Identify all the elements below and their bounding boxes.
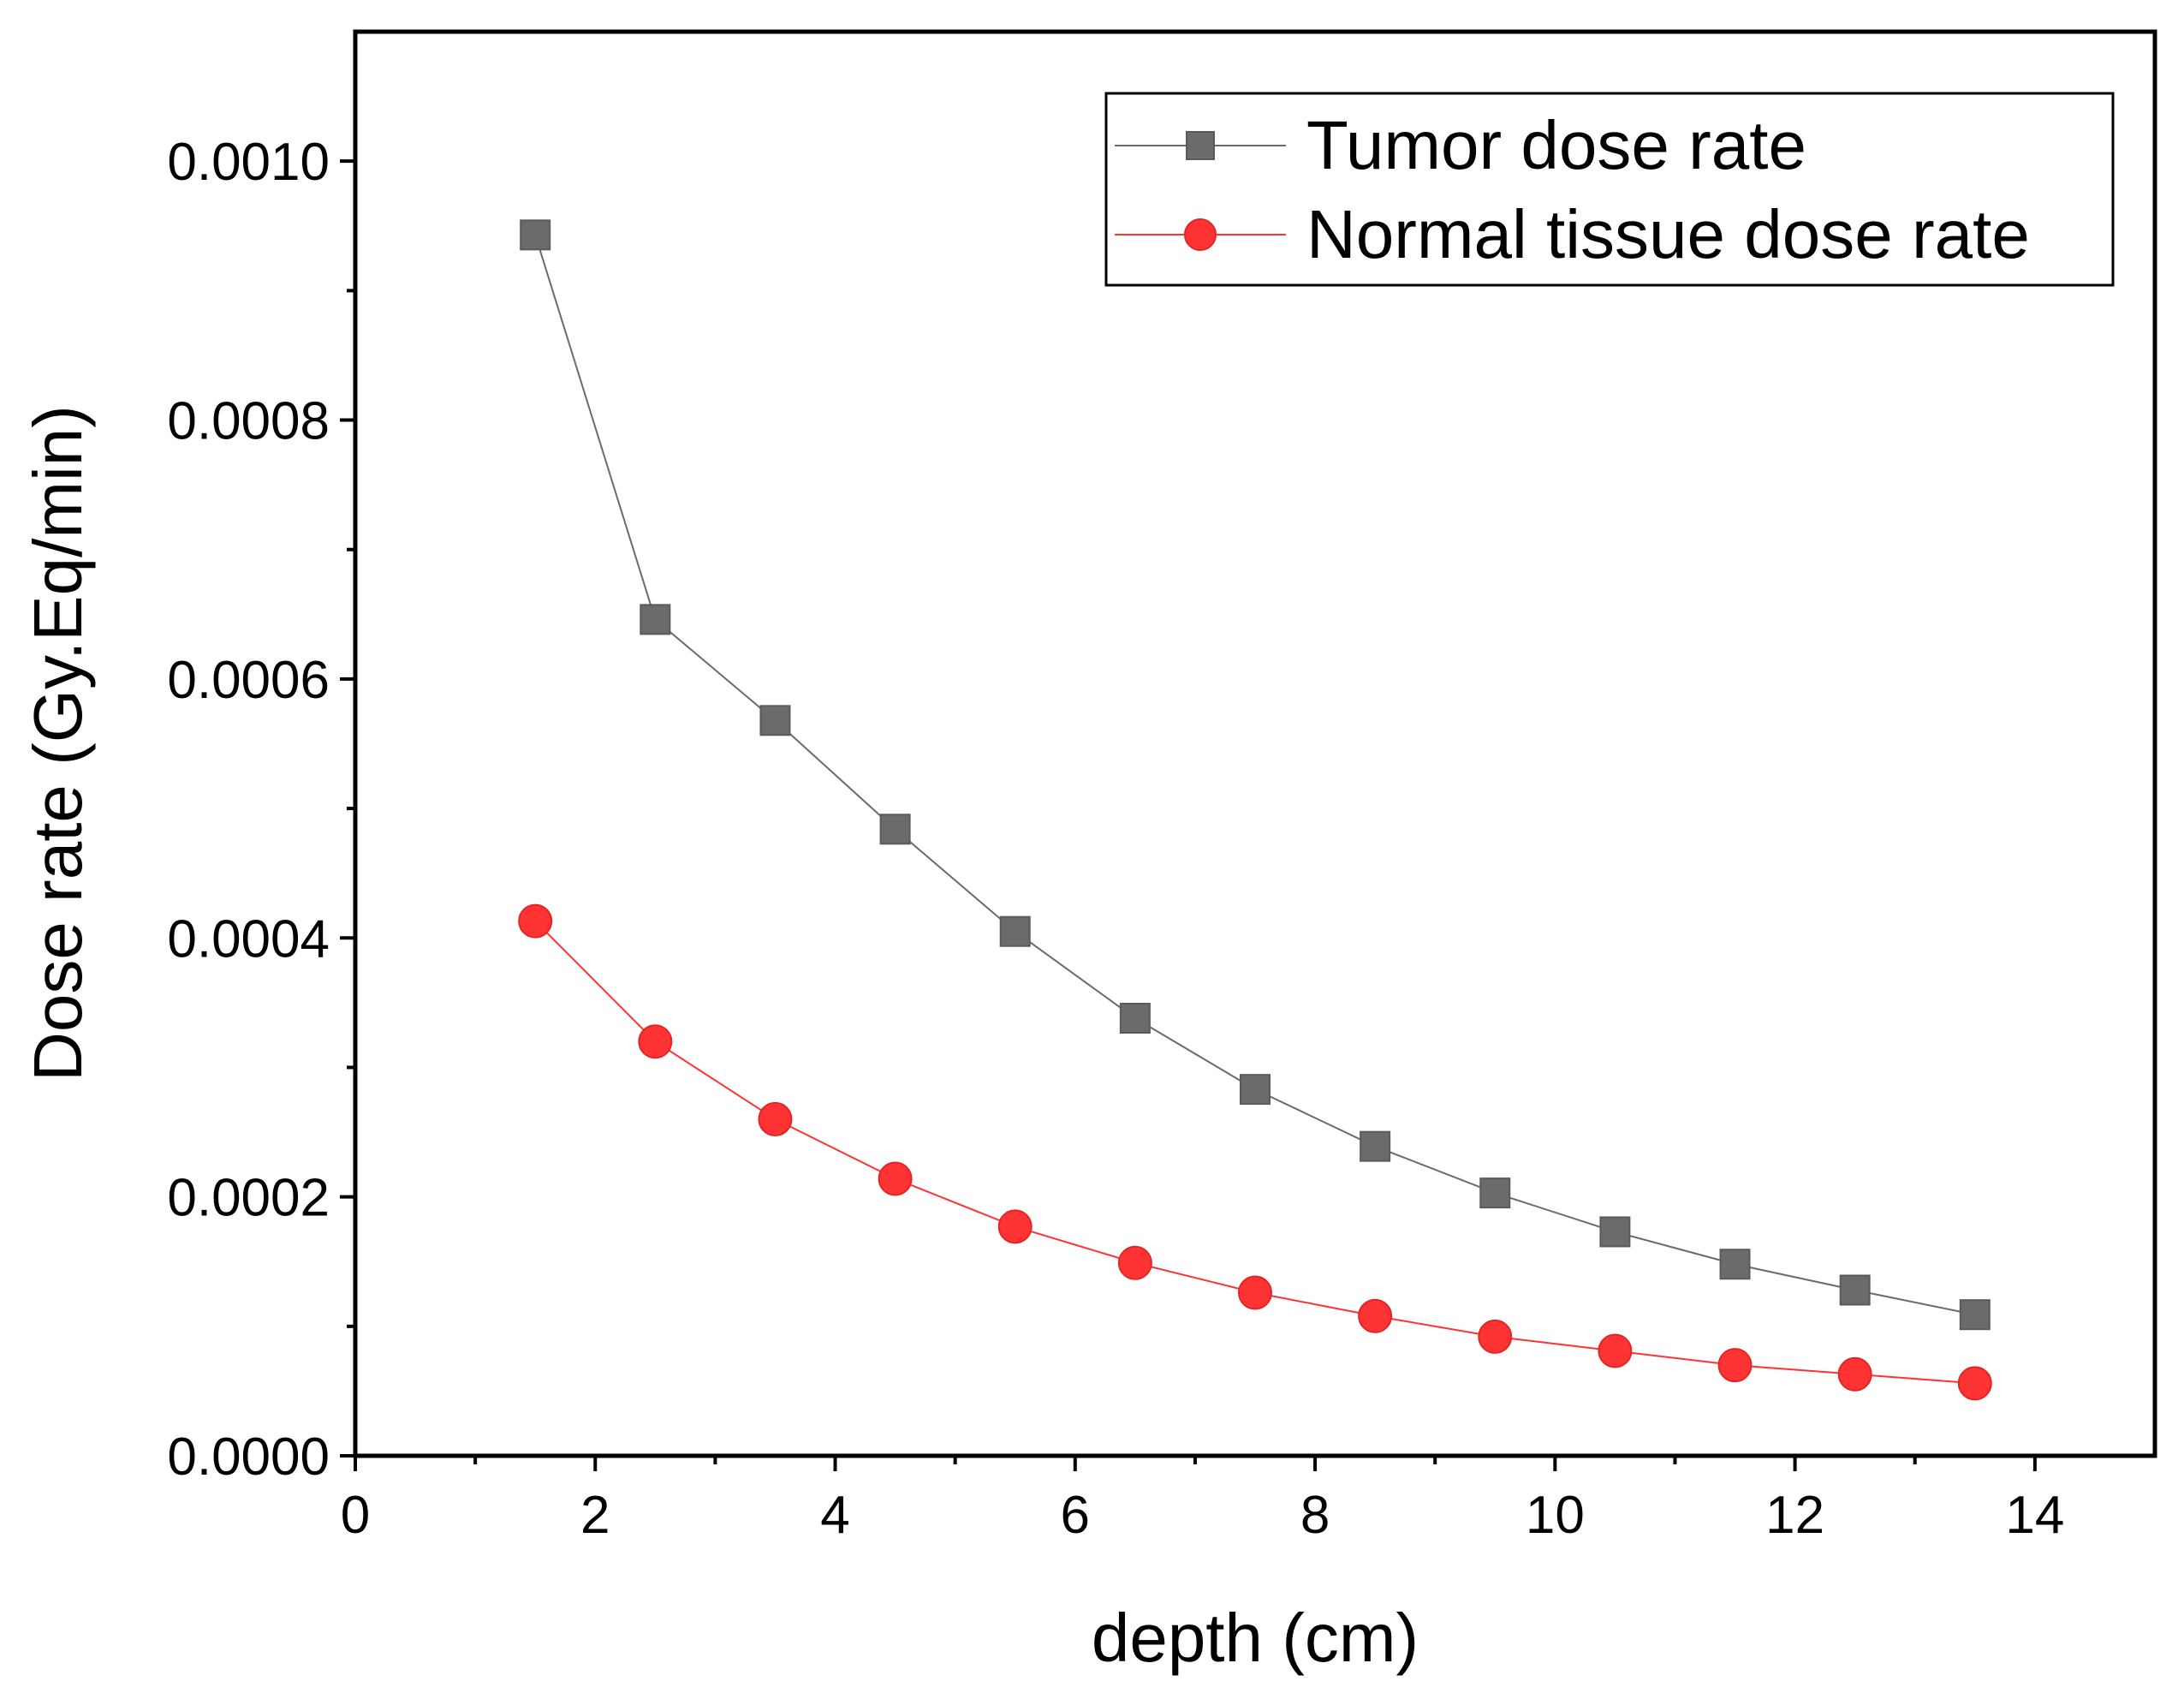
data-point-normal [1358,1298,1393,1333]
data-point-normal [758,1101,793,1136]
x-tick-label: 14 [2005,1486,2064,1545]
data-point-tumor [1959,1299,1991,1331]
data-point-tumor [1839,1274,1871,1306]
data-point-normal [1598,1333,1633,1368]
series-layer [518,219,1992,1401]
legend-label-tumor: Tumor dose rate [1306,107,1806,183]
data-point-tumor [1599,1216,1631,1248]
y-axis-title: Dose rate (Gy.Eq/min) [20,405,96,1082]
x-tick-label: 12 [1765,1486,1824,1545]
data-point-normal [878,1161,913,1196]
data-point-normal [1957,1366,1992,1401]
data-point-normal [1717,1348,1753,1383]
legend-marker-tumor [1186,131,1215,160]
data-point-normal [997,1209,1032,1244]
data-point-normal [1478,1319,1513,1354]
data-point-tumor [1360,1130,1391,1162]
y-tick-label: 0.0000 [167,1428,330,1487]
legend-marker-normal [1184,218,1217,251]
y-tick-label: 0.0010 [167,133,330,192]
data-point-tumor [1240,1074,1271,1106]
x-tick-label: 10 [1526,1486,1585,1545]
x-tick-label: 0 [341,1486,370,1545]
y-tick-label: 0.0008 [167,392,330,451]
data-point-tumor [1119,1003,1151,1034]
data-point-tumor [1479,1177,1511,1209]
data-point-normal [638,1024,673,1059]
data-point-tumor [759,705,791,736]
legend: Tumor dose rate Normal tissue dose rate [1104,92,2115,287]
y-axis-ticks: 0.0000 0.0002 0.0004 0.0006 0.0008 0.0010 [167,133,355,1487]
x-axis-title: depth (cm) [1092,1600,1419,1676]
x-tick-label: 2 [580,1486,610,1545]
data-point-tumor [999,915,1031,947]
legend-label-normal: Normal tissue dose rate [1306,196,2030,272]
x-tick-label: 8 [1300,1486,1330,1545]
data-point-tumor [520,219,551,251]
x-axis-ticks: 0 2 4 6 8 10 12 14 [341,1456,2064,1545]
data-point-tumor [640,604,671,635]
data-point-normal [518,903,553,939]
data-point-tumor [879,814,911,845]
plot-area-frame [353,29,2157,1458]
data-point-normal [1238,1275,1272,1310]
y-tick-label: 0.0004 [167,909,330,969]
x-tick-label: 4 [820,1486,849,1545]
data-point-normal [1117,1245,1152,1280]
data-point-normal [1837,1356,1872,1392]
legend-box [1104,92,2115,287]
x-tick-label: 6 [1061,1486,1090,1545]
data-point-tumor [1719,1249,1751,1280]
y-tick-label: 0.0002 [167,1169,330,1228]
y-tick-label: 0.0006 [167,651,330,710]
